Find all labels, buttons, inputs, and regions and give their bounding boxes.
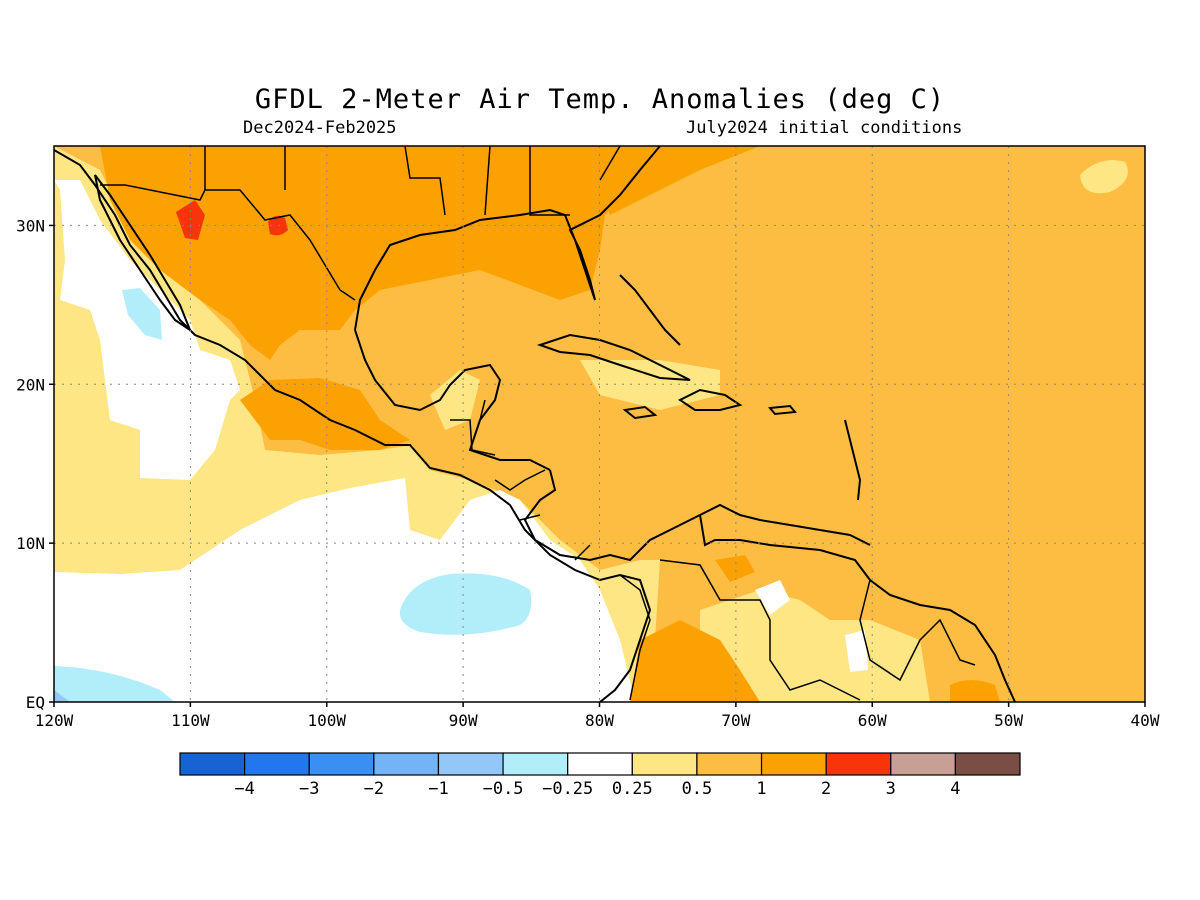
lon-tick-label: 50W (994, 711, 1023, 730)
island-cuba (536, 333, 691, 381)
lat-tick-label: 30N (16, 216, 45, 235)
colorbar-swatch (373, 752, 440, 776)
anomaly-region-guyana-neutral (845, 630, 868, 672)
lon-tick-label: 40W (1131, 711, 1160, 730)
lat-tick-label: 20N (16, 375, 45, 394)
lon-tick-label: 100W (307, 711, 346, 730)
anomaly-region-eq-pacific-cool (399, 573, 532, 635)
colorbar-label: 1 (756, 779, 766, 799)
colorbar-label: 4 (950, 779, 960, 799)
gridlines (54, 146, 1145, 702)
anomaly-region-venezuela-warm (715, 555, 755, 582)
anomaly-region-central-mexico-warm (240, 378, 410, 450)
island-hispaniola (678, 388, 743, 411)
anomaly-region-venezuela-neutral (755, 580, 790, 615)
border-venezuela (659, 559, 861, 701)
island-jamaica (622, 405, 658, 420)
colorbar-swatch (179, 752, 246, 776)
island-puerto-rico (768, 404, 797, 416)
colorbar-swatch (502, 752, 569, 776)
anomaly-region-sw-pacific-cool (54, 666, 175, 702)
lon-tick-label: 60W (858, 711, 887, 730)
border-guatemala-belize (450, 399, 496, 456)
coastline-gulf-of-mexico (354, 146, 661, 331)
border-guyanas (859, 579, 976, 682)
lon-tick-label: 120W (35, 711, 74, 730)
anomaly-region-brazil-warm (950, 680, 1000, 702)
colorbar-swatch (244, 752, 310, 776)
colorbar-label: −4 (234, 779, 254, 799)
colorbar-label: −2 (364, 779, 384, 799)
colorbar-label: 2 (821, 779, 831, 799)
anomaly-region-mexico-warm (100, 146, 660, 360)
colorbar-swatch (567, 752, 633, 776)
border-us-mexico (100, 184, 356, 301)
border-central-america (494, 469, 591, 561)
colorbar-label: −0.5 (483, 779, 524, 799)
lat-tick-label: 10N (16, 534, 45, 553)
colorbar-swatch (631, 752, 698, 776)
colorbar-label: 3 (886, 779, 896, 799)
anomaly-region-atlantic-warm (580, 146, 760, 215)
anomaly-region-pacific-cool (122, 288, 162, 340)
colorbar-swatch (760, 752, 827, 776)
axis-layer: 120W 110W 100W 90W 80W 70W 60W 50W 40W EQ 10N 20N 30… (16, 216, 1160, 730)
anomaly-region-sw-corner-cool (54, 690, 70, 702)
border-colombia (619, 574, 651, 701)
colorbar-label: −0.25 (542, 779, 593, 799)
colorbar-label: −3 (299, 779, 319, 799)
anomaly-region-eq-pacific-neutral (54, 478, 635, 702)
colorbar: −4 −3 −2 −1 −0.5 −0.25 0.25 0.5 1 2 3 4 (179, 752, 1021, 799)
anomaly-region-colombia-warm (630, 620, 760, 702)
colorbar-swatch (437, 752, 504, 776)
lon-tick-label: 90W (449, 711, 478, 730)
coastline-mexico-east (354, 329, 551, 471)
colorbar-label: 0.25 (612, 779, 653, 799)
colorbar-swatch (696, 752, 763, 776)
political-borders (100, 146, 976, 701)
lon-tick-label: 110W (171, 711, 210, 730)
lon-tick-label: 80W (585, 711, 614, 730)
forecast-period: Dec2024-Feb2025 (243, 118, 397, 138)
lesser-antilles (844, 419, 862, 501)
anomaly-fill-layer (54, 146, 1145, 702)
coastline-central-america (523, 469, 871, 562)
colorbar-swatch (825, 752, 892, 776)
anomaly-region-atlantic-light (1080, 160, 1128, 194)
island-bahamas (619, 274, 681, 346)
coastline-pacific-mexico (54, 149, 652, 702)
colorbar-label: −1 (428, 779, 448, 799)
anomaly-region-yucatan-light (430, 370, 480, 430)
page-title: GFDL 2-Meter Air Temp. Anomalies (deg C) (254, 84, 946, 115)
lon-tick-label: 70W (721, 711, 750, 730)
border-us-states (204, 146, 621, 216)
colorbar-swatch (890, 752, 956, 776)
colorbar-swatch (308, 752, 375, 776)
coastlines (54, 146, 1016, 702)
lat-tick-label: EQ (26, 693, 45, 712)
colorbar-swatch (954, 752, 1021, 776)
colorbar-label: 0.5 (682, 779, 713, 799)
initial-conditions: July2024 initial conditions (686, 118, 963, 138)
